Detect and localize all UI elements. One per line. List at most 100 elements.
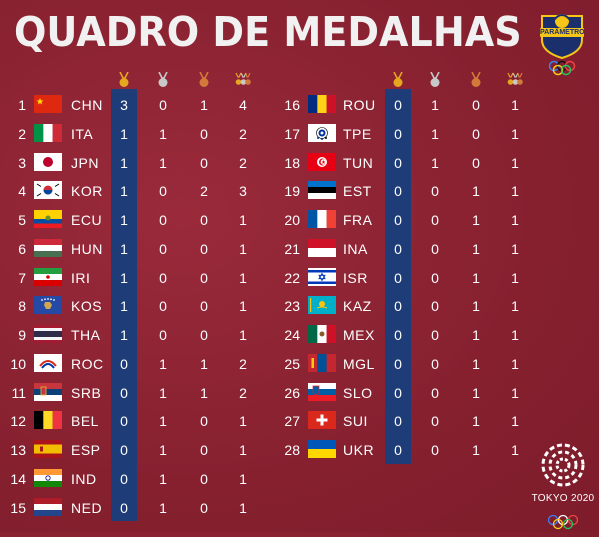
table-row: 1 CHN 3 0 1 4 <box>0 93 599 117</box>
silver-count: 1 <box>159 470 167 487</box>
total-count: 1 <box>511 298 519 315</box>
silver-count: 0 <box>159 240 167 257</box>
bronze-count: 0 <box>200 499 208 516</box>
total-count: 1 <box>239 240 247 257</box>
rank: 21 <box>284 240 300 257</box>
bronze-count: 1 <box>200 97 208 113</box>
kor-flag-icon <box>34 181 62 200</box>
rou-flag-icon <box>308 95 336 113</box>
event-name: TOKYO 2020 <box>531 493 595 504</box>
country-code: ISR <box>343 269 368 286</box>
silver-count: 0 <box>431 298 439 315</box>
table-row: 28 UKR 0 0 1 1 <box>0 438 599 462</box>
isr-flag-icon <box>308 267 336 286</box>
total-count: 2 <box>239 355 247 372</box>
mex-flag-icon <box>308 325 336 343</box>
table-row: 3 JPN 1 1 0 2 <box>0 151 599 175</box>
gold-count: 1 <box>120 183 128 200</box>
bronze-count: 1 <box>472 183 480 200</box>
bronze-count: 1 <box>472 413 480 430</box>
iri-flag-icon <box>34 267 62 286</box>
rank: 8 <box>18 298 26 315</box>
total-count: 1 <box>239 327 247 343</box>
table-row: 2 ITA 1 1 0 2 <box>0 122 599 146</box>
bronze-count: 0 <box>472 154 480 171</box>
total-count: 1 <box>511 269 519 286</box>
country-code: HUN <box>71 240 103 257</box>
silver-count: 0 <box>159 183 167 200</box>
country-code: SLO <box>343 384 373 401</box>
rank: 6 <box>18 240 26 257</box>
gold-count: 0 <box>394 212 402 228</box>
silver-count: 1 <box>159 384 167 401</box>
country-code: THA <box>71 327 101 343</box>
bronze-count: 1 <box>472 269 480 286</box>
country-code: KOR <box>71 183 103 200</box>
rank: 13 <box>10 442 26 458</box>
country-code: CHN <box>71 97 103 113</box>
rank: 28 <box>284 442 300 458</box>
total-count: 1 <box>511 125 519 142</box>
rank: 17 <box>284 125 300 142</box>
country-code: KOS <box>71 298 103 315</box>
tha-flag-icon <box>34 325 62 343</box>
bronze-count: 0 <box>200 269 208 286</box>
country-code: IRI <box>71 269 91 286</box>
table-row: 18 TUN 0 1 0 1 <box>0 151 599 175</box>
silver-count: 0 <box>431 442 439 458</box>
ecu-flag-icon <box>34 210 62 228</box>
country-code: ITA <box>71 125 94 142</box>
bronze-count: 1 <box>472 384 480 401</box>
total-count: 1 <box>239 470 247 487</box>
gold-count: 0 <box>394 154 402 171</box>
country-code: EST <box>343 183 372 200</box>
table-row: 21 INA 0 0 1 1 <box>0 237 599 261</box>
total-icon <box>507 72 523 88</box>
ina-flag-icon <box>308 238 336 257</box>
rank: 7 <box>18 269 26 286</box>
country-code: NED <box>71 499 103 516</box>
slo-flag-icon <box>308 382 336 401</box>
total-count: 1 <box>511 442 519 458</box>
gold-count: 3 <box>120 97 128 113</box>
total-count: 4 <box>239 97 247 113</box>
total-count: 1 <box>239 212 247 228</box>
silver-count: 0 <box>431 269 439 286</box>
silver-count: 1 <box>159 442 167 458</box>
total-count: 1 <box>511 327 519 343</box>
rank: 20 <box>284 212 300 228</box>
total-count: 1 <box>511 240 519 257</box>
silver-count: 1 <box>159 125 167 142</box>
gold-count: 0 <box>394 327 402 343</box>
table-row: 16 ROU 0 1 0 1 <box>0 93 599 117</box>
table-row: 23 KAZ 0 0 1 1 <box>0 294 599 318</box>
bronze-count: 1 <box>472 327 480 343</box>
table-row: 7 IRI 1 0 0 1 <box>0 266 599 290</box>
total-count: 1 <box>239 298 247 315</box>
silver-count: 1 <box>159 413 167 430</box>
rank: 14 <box>10 470 26 487</box>
gold-count: 1 <box>120 327 128 343</box>
gold-count: 1 <box>120 269 128 286</box>
total-count: 2 <box>239 154 247 171</box>
gold-count: 0 <box>394 240 402 257</box>
country-code: FRA <box>343 212 373 228</box>
kaz-flag-icon <box>308 296 336 315</box>
table-row: 19 EST 0 0 1 1 <box>0 179 599 203</box>
gold-count: 0 <box>120 355 128 372</box>
gold-count: 0 <box>394 298 402 315</box>
gold-count: 0 <box>120 413 128 430</box>
silver-count: 0 <box>159 298 167 315</box>
table-row: 15 NED 0 1 0 1 <box>0 496 599 520</box>
gold-count: 0 <box>394 183 402 200</box>
bronze-count: 1 <box>472 442 480 458</box>
silver-count: 0 <box>431 212 439 228</box>
roc-flag-icon <box>34 353 62 372</box>
bronze-count: 0 <box>200 212 208 228</box>
bronze-count: 0 <box>472 97 480 113</box>
country-code: KAZ <box>343 298 372 315</box>
est-flag-icon <box>308 181 336 200</box>
table-row: 14 IND 0 1 0 1 <box>0 467 599 491</box>
page-title: QUADRO DE MEDALHAS <box>14 8 522 56</box>
table-row: 13 ESP 0 1 0 1 <box>0 438 599 462</box>
